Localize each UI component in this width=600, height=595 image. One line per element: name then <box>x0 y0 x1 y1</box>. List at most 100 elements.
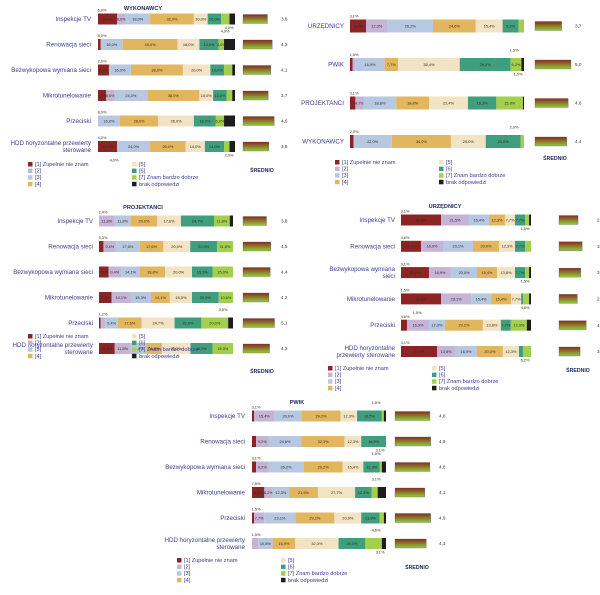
legend-label: [4] <box>184 578 191 584</box>
callout-label: 3,5% <box>219 307 228 312</box>
average-heading: ŚREDNIO <box>405 564 429 571</box>
legend-swatch <box>335 179 340 185</box>
bar-segment <box>252 436 257 447</box>
bar-segment <box>357 410 382 422</box>
bar-segment <box>100 317 106 329</box>
bar-segment <box>482 319 501 331</box>
callout-label: 1,5% <box>350 52 359 57</box>
chart-panel-5: PWIK Inspekcje TV 15,4% 20,0% 29,2% 12,3% 18,5… <box>165 400 446 584</box>
bar-segment <box>130 64 183 76</box>
segment-label: 7,1% <box>99 269 108 274</box>
bar-segment <box>518 346 523 357</box>
segment-label: 38,0% <box>168 93 180 98</box>
segment-label: 29,2% <box>458 323 470 328</box>
chart-title: PROJEKTANCI <box>123 205 163 211</box>
callout-label: 3,1% <box>350 91 359 96</box>
bar-segment <box>525 240 531 252</box>
legend-swatch <box>281 571 286 576</box>
bar-segment <box>363 461 380 473</box>
bar-segment <box>334 512 362 524</box>
average-value: 3,1 <box>597 349 600 354</box>
segment-label: 20,0% <box>200 295 212 300</box>
category-label: Renowacja sieci <box>200 439 245 446</box>
average-value: 4,5 <box>281 244 288 249</box>
bar-segment <box>98 90 107 101</box>
bar-segment <box>157 215 181 227</box>
legend-swatch <box>177 571 182 576</box>
segment-label: 20,0% <box>342 515 354 520</box>
bar-segment <box>106 90 115 101</box>
bar-segment <box>398 58 460 71</box>
category-label: Mikrotunelowanie <box>197 490 246 497</box>
segment-label: 30,8% <box>415 217 427 222</box>
segment-label: 29,2% <box>315 413 327 418</box>
bar-segment <box>98 64 109 76</box>
legend-label: [2] <box>335 373 342 379</box>
legend-swatch <box>328 366 333 371</box>
category-label: Inspekcje TV <box>55 16 92 23</box>
bar-segment <box>254 410 275 422</box>
segment-label: 17,6% <box>146 244 158 249</box>
segment-label: 18,8% <box>374 100 386 105</box>
bar-segment <box>401 240 422 252</box>
segment-label: 15,4% <box>481 270 493 275</box>
segment-label: 20,0% <box>463 139 475 144</box>
bar-segment <box>428 267 451 279</box>
bar-segment <box>401 346 438 357</box>
average-value: 4,9 <box>439 516 446 521</box>
segment-label: 17,6% <box>124 320 136 325</box>
bar-segment <box>520 135 524 148</box>
legend-label: [2] <box>184 565 191 571</box>
legend-swatch <box>439 166 444 172</box>
segment-label: 16,9% <box>278 541 290 546</box>
segment-label: 16,9% <box>364 62 376 67</box>
legend-label: brak odpowiedzi <box>139 354 179 360</box>
legend-label: [3] <box>335 379 342 385</box>
segment-label: 20,0% <box>458 270 470 275</box>
category-label: Renowacja sieci <box>350 243 395 250</box>
segment-label: 9,2% <box>506 23 515 28</box>
legend-swatch <box>132 168 137 174</box>
bar-segment <box>258 538 273 549</box>
segment-label: 7,7% <box>516 270 525 275</box>
legend-label: brak odpowiedzi <box>446 180 486 186</box>
segment-label: 27,7% <box>331 490 343 495</box>
callout-label: 1,5% <box>252 532 261 537</box>
segment-label: 11,8% <box>220 244 231 249</box>
segment-label: 18,5% <box>368 439 380 444</box>
bar-segment <box>139 241 164 252</box>
segment-label: 22,0% <box>367 139 379 144</box>
bar-segment <box>224 141 230 152</box>
bar-segment <box>224 39 235 50</box>
average-heading: ŚREDNIO <box>250 368 274 375</box>
bar-segment <box>514 267 526 279</box>
legend-swatch <box>28 334 33 339</box>
bar-segment <box>98 13 118 25</box>
legend-label: brak odpowiedzi <box>439 386 479 392</box>
bar-segment <box>476 346 503 357</box>
legend-label: [2] <box>35 169 42 175</box>
callout-label: 4,0% <box>98 135 107 140</box>
bar-segment <box>268 461 304 473</box>
segment-label: 15,3% <box>217 269 229 274</box>
bar-segment <box>497 267 515 279</box>
segment-label: 9,4% <box>110 269 119 274</box>
chart-panel-4: URZĘDNICY Inspekcje TV 30,8% 21,5% 15,4% 12,3… <box>328 204 600 392</box>
bar-segment <box>499 240 516 252</box>
segment-label: 24,6% <box>449 23 461 28</box>
average-bar <box>242 90 269 101</box>
average-bar <box>558 215 579 225</box>
segment-label: 18,8% <box>147 269 159 274</box>
average-bar <box>242 39 273 50</box>
average-bar <box>242 318 275 328</box>
average-value: 3,2 <box>597 270 600 275</box>
legend-swatch <box>132 347 137 352</box>
bar-segment <box>99 241 104 252</box>
bar-segment <box>437 346 455 357</box>
segment-label: 24,7% <box>153 320 165 325</box>
legend-label: [4] <box>35 354 42 360</box>
bar-segment <box>510 319 527 331</box>
category-label: Bezwykopowa wymiana sieci <box>13 269 93 276</box>
segment-label: 32,0% <box>166 16 178 21</box>
bar-segment <box>529 293 531 305</box>
